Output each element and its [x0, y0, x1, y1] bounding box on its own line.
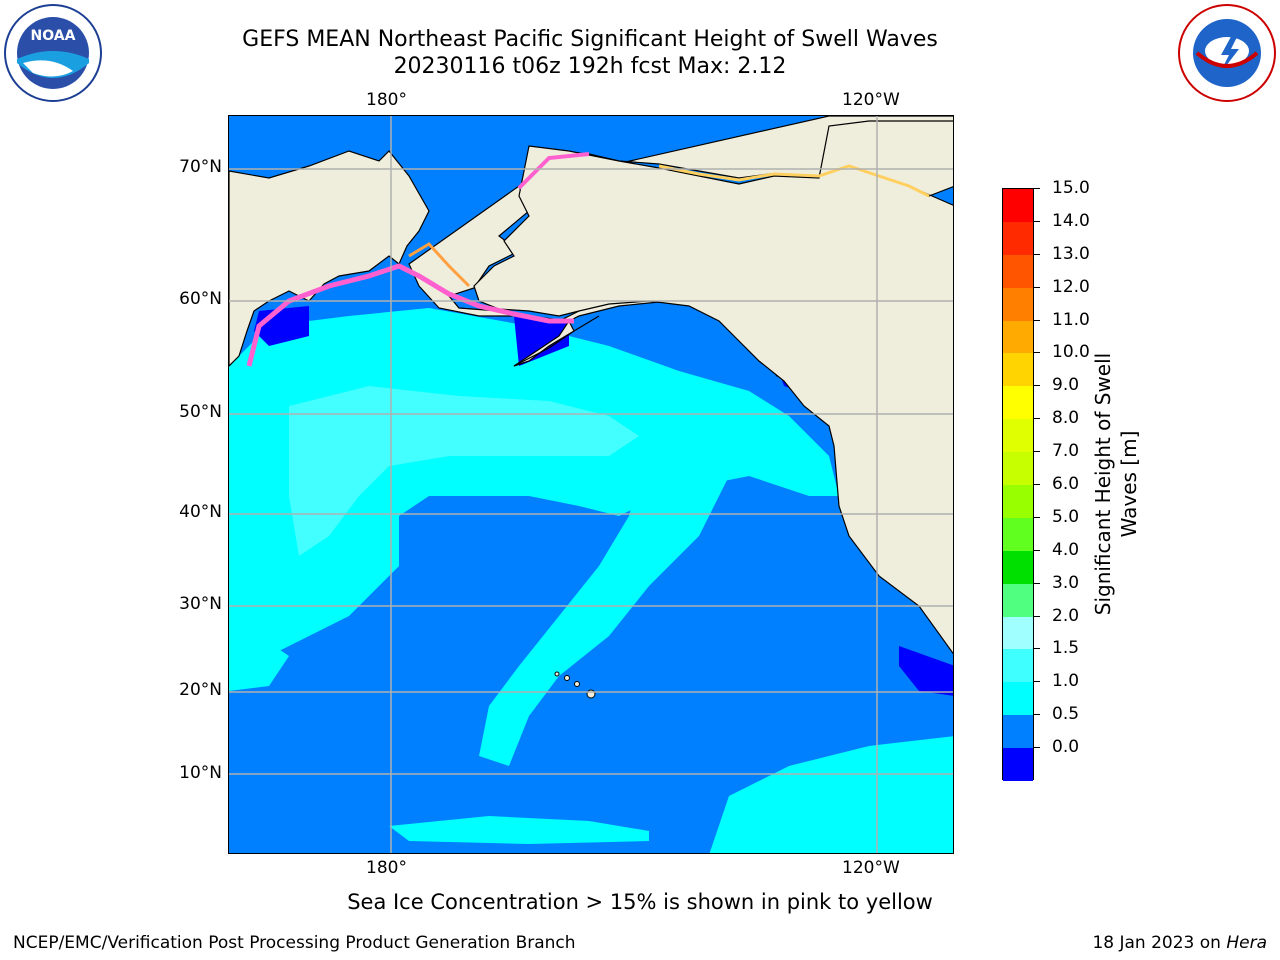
lat-label-10n: 10°N: [179, 763, 222, 783]
land-siberia: [229, 150, 430, 367]
lon-label-bottom-180: 180°: [366, 858, 407, 878]
colorbar-segment: [1003, 221, 1033, 256]
sea-ice-beaufort: [658, 164, 930, 198]
colorbar-label: 11.0: [1052, 309, 1090, 330]
colorbar-label: 5.0: [1052, 506, 1080, 527]
ocean-swell-1.0-1.5-sw: [229, 636, 289, 691]
lat-label-50n: 50°N: [179, 402, 222, 422]
colorbar-tick: [1034, 286, 1040, 288]
colorbar-tick: [1034, 615, 1040, 617]
colorbar-segment: [1003, 386, 1033, 420]
colorbar-tick: [1034, 188, 1040, 189]
sea-ice-note: Sea Ice Concentration > 15% is shown in …: [0, 890, 1280, 914]
ocean-swell-1.0-1.5-tropics: [389, 816, 649, 844]
colorbar-label: 12.0: [1052, 276, 1090, 297]
colorbar-segment: [1003, 254, 1033, 289]
colorbar-segment: [1003, 353, 1033, 387]
colorbar-tick: [1034, 714, 1040, 716]
sea-ice-chukchi: [517, 152, 590, 190]
colorbar-segment: [1003, 485, 1033, 519]
colorbar-segment: [1003, 517, 1033, 552]
colorbar-label: 7.0: [1052, 441, 1080, 462]
gulf-of-alaska-coast: [513, 315, 600, 367]
chart-subtitle: 20230116 t06z 192h fcst Max: 2.12: [393, 54, 787, 79]
colorbar: [1002, 188, 1034, 782]
colorbar-segment: [1003, 748, 1033, 782]
ocean-swell-1.5-2.0: [289, 386, 639, 556]
colorbar-label: 1.0: [1052, 671, 1080, 692]
hawaii-islands: [554, 671, 596, 699]
colorbar-label: 3.0: [1052, 572, 1080, 593]
colorbar-tick: [1034, 418, 1040, 420]
colorbar-tick: [1034, 484, 1040, 485]
lon-label-bottom-120w: 120°W: [842, 858, 900, 878]
nws-logo: [1178, 4, 1276, 102]
chart-title: GEFS MEAN Northeast Pacific Significant …: [242, 27, 938, 52]
date-stamp: 18 Jan 2023 on Hera: [1092, 933, 1267, 953]
colorbar-label: 13.0: [1052, 243, 1090, 264]
svg-text:NOAA: NOAA: [31, 28, 76, 44]
colorbar-tick: [1034, 549, 1040, 551]
colorbar-tick: [1034, 253, 1040, 255]
colorbar-tick: [1034, 747, 1040, 749]
colorbar-segment: [1003, 550, 1033, 585]
colorbar-tick: [1034, 220, 1040, 222]
noaa-logo: NOAA: [4, 4, 102, 102]
lon-label-top-180: 180°: [366, 90, 407, 110]
colorbar-segment: [1003, 682, 1033, 716]
colorbar-segment: [1003, 320, 1033, 354]
colorbar-tick: [1034, 352, 1040, 354]
sea-ice-bering-yellow: [408, 242, 471, 288]
colorbar-label: 15.0: [1052, 178, 1090, 198]
colorbar-segment: [1003, 419, 1033, 453]
ocean-swell-1.0-1.5-south: [709, 736, 953, 853]
colorbar-label: 1.5: [1052, 638, 1080, 659]
graticule: [229, 116, 953, 853]
sea-ice-bering: [246, 263, 574, 367]
colorbar-label: 4.0: [1052, 539, 1080, 560]
host-name: Hera: [1226, 933, 1267, 953]
ocean-swell-0.0-0.5-baja: [899, 646, 953, 696]
colorbar-segment: [1003, 583, 1033, 618]
colorbar-tick: [1034, 681, 1040, 683]
colorbar-segment: [1003, 616, 1033, 650]
sea-ice-note-text: Sea Ice Concentration > 15% is shown in …: [347, 890, 933, 914]
ocean-swell-1.0-1.5-center: [479, 416, 729, 766]
colorbar-label: 2.0: [1052, 605, 1080, 626]
lat-label-30n: 30°N: [179, 594, 222, 614]
colorbar-tick: [1034, 385, 1040, 387]
credit-text: NCEP/EMC/Verification Post Processing Pr…: [13, 933, 576, 953]
colorbar-segment: [1003, 649, 1033, 683]
colorbar-label: 10.0: [1052, 342, 1090, 363]
colorbar-title: Significant Height of Swell Waves [m]: [1091, 352, 1141, 616]
date-text: 18 Jan 2023 on: [1092, 933, 1227, 953]
colorbar-tick: [1034, 648, 1040, 650]
colorbar-label: 14.0: [1052, 210, 1090, 231]
land-north-america: [473, 120, 953, 655]
colorbar-tick: [1034, 451, 1040, 453]
map-panel: [228, 115, 954, 854]
colorbar-tick: [1034, 516, 1040, 518]
lat-label-20n: 20°N: [179, 680, 222, 700]
colorbar-label: 0.5: [1052, 704, 1080, 725]
colorbar-label: 0.0: [1052, 737, 1080, 758]
colorbar-label: 8.0: [1052, 408, 1080, 429]
lat-label-40n: 40°N: [179, 502, 222, 522]
lat-label-60n: 60°N: [179, 289, 222, 309]
colorbar-label: 6.0: [1052, 474, 1080, 494]
colorbar-segment: [1003, 452, 1033, 486]
lat-label-70n: 70°N: [179, 157, 222, 177]
lon-label-top-120w: 120°W: [842, 90, 900, 110]
colorbar-tick: [1034, 319, 1040, 321]
colorbar-segment: [1003, 287, 1033, 322]
colorbar-tick: [1034, 582, 1040, 584]
colorbar-segment: [1003, 715, 1033, 749]
ocean-swell-0.0-0.5-bristol: [514, 316, 569, 366]
colorbar-label: 9.0: [1052, 375, 1080, 396]
colorbar-segment: [1003, 189, 1033, 223]
